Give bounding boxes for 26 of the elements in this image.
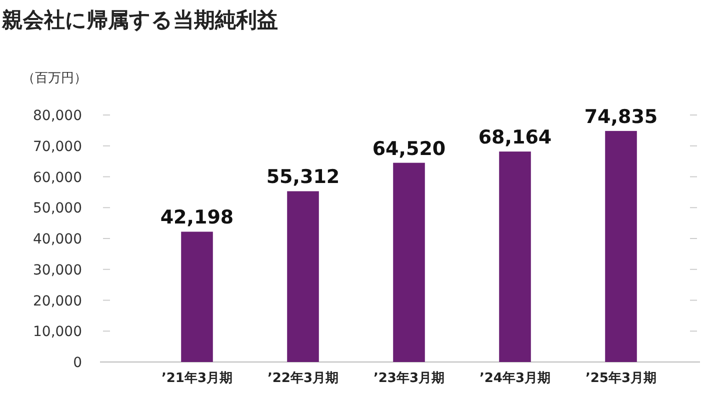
y-tick-label: 40,000 <box>33 232 82 248</box>
data-label: 64,520 <box>372 138 446 160</box>
bar <box>605 130 637 362</box>
chart-title: 親会社に帰属する当期純利益 <box>1 8 278 32</box>
y-tick-label: 50,000 <box>33 200 82 217</box>
data-label: 74,835 <box>584 106 658 128</box>
bar <box>393 162 425 362</box>
x-tick-label: ’23年3月期 <box>373 371 445 386</box>
y-tick-label: 70,000 <box>33 138 82 155</box>
y-tick-label: 10,000 <box>33 324 82 340</box>
bar <box>181 232 213 362</box>
data-label: 55,312 <box>266 166 340 188</box>
x-tick-label: ’25年3月期 <box>585 371 657 386</box>
y-axis-title: （百万円） <box>22 71 87 86</box>
y-tick-label: 80,000 <box>33 108 82 124</box>
x-tick-label: ’24年3月期 <box>479 371 551 386</box>
data-label: 42,198 <box>160 206 234 229</box>
bar <box>287 191 319 362</box>
x-tick-label: ’21年3月期 <box>161 371 233 386</box>
y-tick-label: 20,000 <box>33 293 82 310</box>
y-tick-label: 0 <box>73 355 82 371</box>
y-tick-label: 60,000 <box>33 170 82 186</box>
x-tick-label: ’22年3月期 <box>267 371 339 386</box>
data-label: 68,164 <box>478 126 552 149</box>
y-tick-label: 30,000 <box>33 262 82 278</box>
bar <box>499 152 531 362</box>
